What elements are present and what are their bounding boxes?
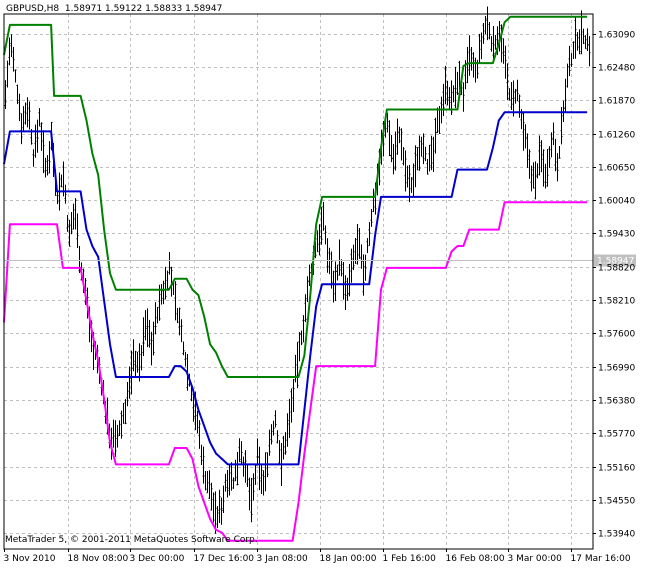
price-label: 1.55160	[598, 464, 635, 474]
price-label: 1.54550	[598, 497, 635, 507]
ohlc-values: 1.58971 1.59122 1.58833 1.58947	[64, 4, 223, 14]
price-label: 1.61870	[598, 97, 635, 107]
indicator-bands	[3, 15, 588, 542]
time-label: 3 Jan 08:00	[257, 554, 309, 564]
axes: 1.63090 1.62480 1.61870 1.61260 1.60650 1.600…	[3, 13, 635, 564]
time-label: 3 Nov 2010	[4, 554, 56, 564]
price-label: 1.56990	[598, 364, 635, 374]
time-label: 17 Mar 16:00	[571, 554, 631, 564]
price-label: 1.58820	[598, 264, 635, 274]
time-label: 16 Feb 08:00	[446, 554, 505, 564]
price-label: 1.59430	[598, 230, 635, 240]
price-label: 1.53940	[598, 530, 635, 540]
time-label: 3 Dec 00:00	[130, 554, 185, 564]
price-label: 1.60650	[598, 164, 635, 174]
symbol-timeframe: GBPUSD,H8	[6, 4, 60, 14]
time-label: 17 Dec 16:00	[194, 554, 255, 564]
upper_band-line	[3, 15, 588, 378]
price-label: 1.58210	[598, 297, 635, 307]
time-label: 3 Mar 00:00	[508, 554, 563, 564]
price-label: 1.61260	[598, 131, 635, 141]
symbol-header: GBPUSD,H8 1.58971 1.59122 1.58833 1.5894…	[6, 4, 222, 14]
time-label: 18 Jan 00:00	[320, 554, 377, 564]
price-bars	[4, 6, 591, 534]
current-price-badge	[594, 254, 636, 267]
grid	[4, 14, 593, 549]
price-label: 1.55770	[598, 430, 635, 440]
time-label: 18 Nov 08:00	[68, 554, 129, 564]
price-label: 1.62480	[598, 64, 635, 74]
lower_band-line	[3, 201, 588, 542]
current-price-line: 1.58947	[4, 254, 636, 267]
middle_band-line	[3, 111, 588, 466]
price-label: 1.56380	[598, 397, 635, 407]
price-label: 1.57600	[598, 330, 635, 340]
price-label: 1.60040	[598, 197, 635, 207]
plot-frame	[3, 13, 594, 550]
copyright-text: MetaTrader 5, © 2001-2011 MetaQuotes Sof…	[5, 535, 258, 545]
price-label: 1.63090	[598, 31, 635, 41]
time-label: 1 Feb 16:00	[383, 554, 437, 564]
current-price-label: 1.58947	[597, 257, 634, 267]
